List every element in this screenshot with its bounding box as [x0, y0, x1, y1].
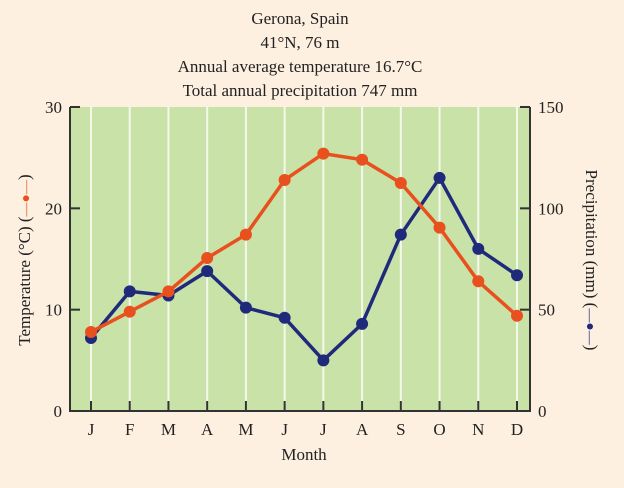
x-tick-label: O [433, 420, 445, 439]
data-point [317, 147, 330, 160]
svg-text:Precipitation (mm) (—●—): Precipitation (mm) (—●—) [582, 170, 601, 351]
series-group [85, 147, 523, 367]
title-line-1: Gerona, Spain [251, 9, 349, 28]
title-line-2: 41°N, 76 m [260, 33, 339, 52]
y-left-tick-label: 0 [54, 402, 63, 421]
x-tick-label: J [320, 420, 327, 439]
x-tick-label: A [356, 420, 369, 439]
y-left-tick-label: 30 [45, 98, 62, 117]
title-line-3: Annual average temperature 16.7°C [178, 57, 423, 76]
svg-text:Temperature (°C) (—●—): Temperature (°C) (—●—) [15, 174, 34, 345]
data-point [278, 311, 291, 324]
x-tick-label: S [396, 420, 405, 439]
x-tick-label: J [88, 420, 95, 439]
data-point [356, 153, 369, 166]
data-point [201, 265, 214, 278]
y-right-tick-label: 100 [538, 199, 564, 218]
x-tick-label: F [125, 420, 134, 439]
y-right-tick-label: 0 [538, 402, 547, 421]
chart-title: Gerona, Spain 41°N, 76 m Annual average … [178, 9, 423, 100]
legend-marker-icon: —●— [19, 179, 34, 217]
data-point [356, 317, 369, 330]
y-left-tick-label: 10 [45, 301, 62, 320]
y-right-tick-label: 50 [538, 301, 555, 320]
y-right-tick-label: 150 [538, 98, 564, 117]
data-point [511, 269, 523, 282]
data-point [472, 275, 485, 288]
data-point [85, 325, 97, 338]
data-point [433, 221, 446, 234]
x-tick-label: D [511, 420, 523, 439]
data-point [433, 171, 446, 184]
data-point [472, 242, 485, 255]
data-point [511, 309, 523, 322]
right-axis-label: Precipitation (mm) (—●—) [582, 170, 601, 351]
x-tick-label: J [281, 420, 288, 439]
x-tick-label: A [201, 420, 214, 439]
y-left-tick-label: 20 [45, 199, 62, 218]
data-point [239, 301, 252, 314]
left-axis-label: Temperature (°C) (—●—) [15, 174, 34, 345]
data-point [278, 173, 291, 186]
data-point [239, 228, 252, 241]
plot-area [70, 107, 530, 411]
x-axis-label: Month [281, 445, 327, 464]
title-line-4: Total annual precipitation 747 mm [183, 81, 418, 100]
axis-frame [69, 107, 531, 412]
data-point [123, 305, 136, 318]
data-point [394, 228, 407, 241]
x-tick-label: N [472, 420, 484, 439]
data-point [162, 285, 175, 298]
data-point [317, 354, 330, 367]
x-tick-label: M [238, 420, 253, 439]
data-point [394, 177, 407, 189]
data-point [123, 285, 136, 298]
legend-marker-icon: —●— [582, 307, 597, 345]
x-tick-label: M [161, 420, 176, 439]
data-point [201, 251, 214, 264]
series-line [90, 151, 519, 334]
